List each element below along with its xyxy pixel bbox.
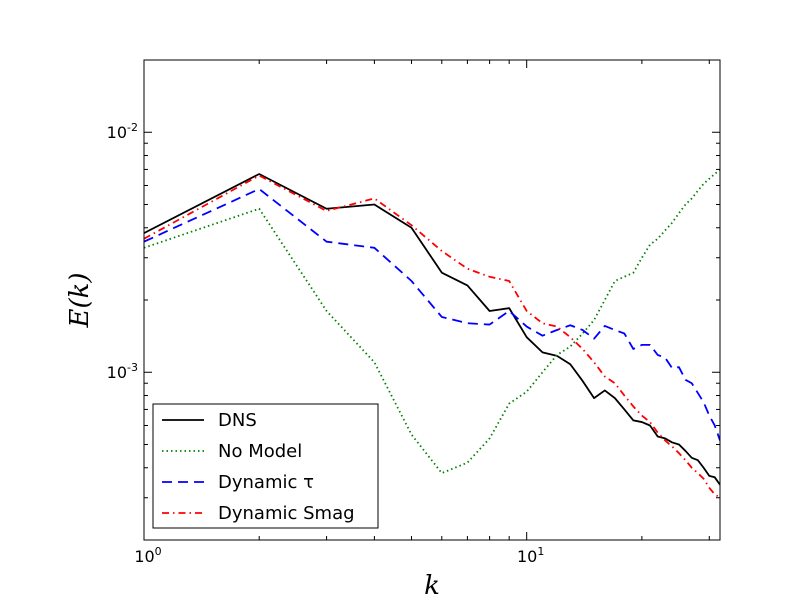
legend: DNS No Model Dynamic τ Dynamic Smag bbox=[152, 403, 379, 529]
series-line-1 bbox=[144, 168, 720, 474]
legend-label-0: DNS bbox=[218, 410, 257, 431]
x-tick-label: 100 bbox=[134, 545, 161, 566]
series-line-2 bbox=[144, 188, 720, 441]
series-line-3 bbox=[144, 174, 720, 499]
legend-label-2: Dynamic τ bbox=[218, 472, 314, 493]
legend-box bbox=[152, 403, 379, 529]
x-axis-label: k bbox=[424, 571, 440, 600]
series-line-0 bbox=[144, 173, 720, 486]
plot-frame bbox=[143, 59, 721, 541]
legend-label-1: No Model bbox=[218, 441, 302, 462]
y-tick-label: 10-2 bbox=[107, 121, 138, 142]
legend-label-3: Dynamic Smag bbox=[218, 503, 355, 524]
ticks-layer: 100 101 10-3 10-2 bbox=[107, 59, 720, 566]
series-layer bbox=[144, 168, 720, 499]
x-tick-label: 101 bbox=[517, 545, 544, 566]
y-tick-label: 10-3 bbox=[107, 361, 138, 382]
y-axis-label: E(k) bbox=[65, 272, 95, 328]
